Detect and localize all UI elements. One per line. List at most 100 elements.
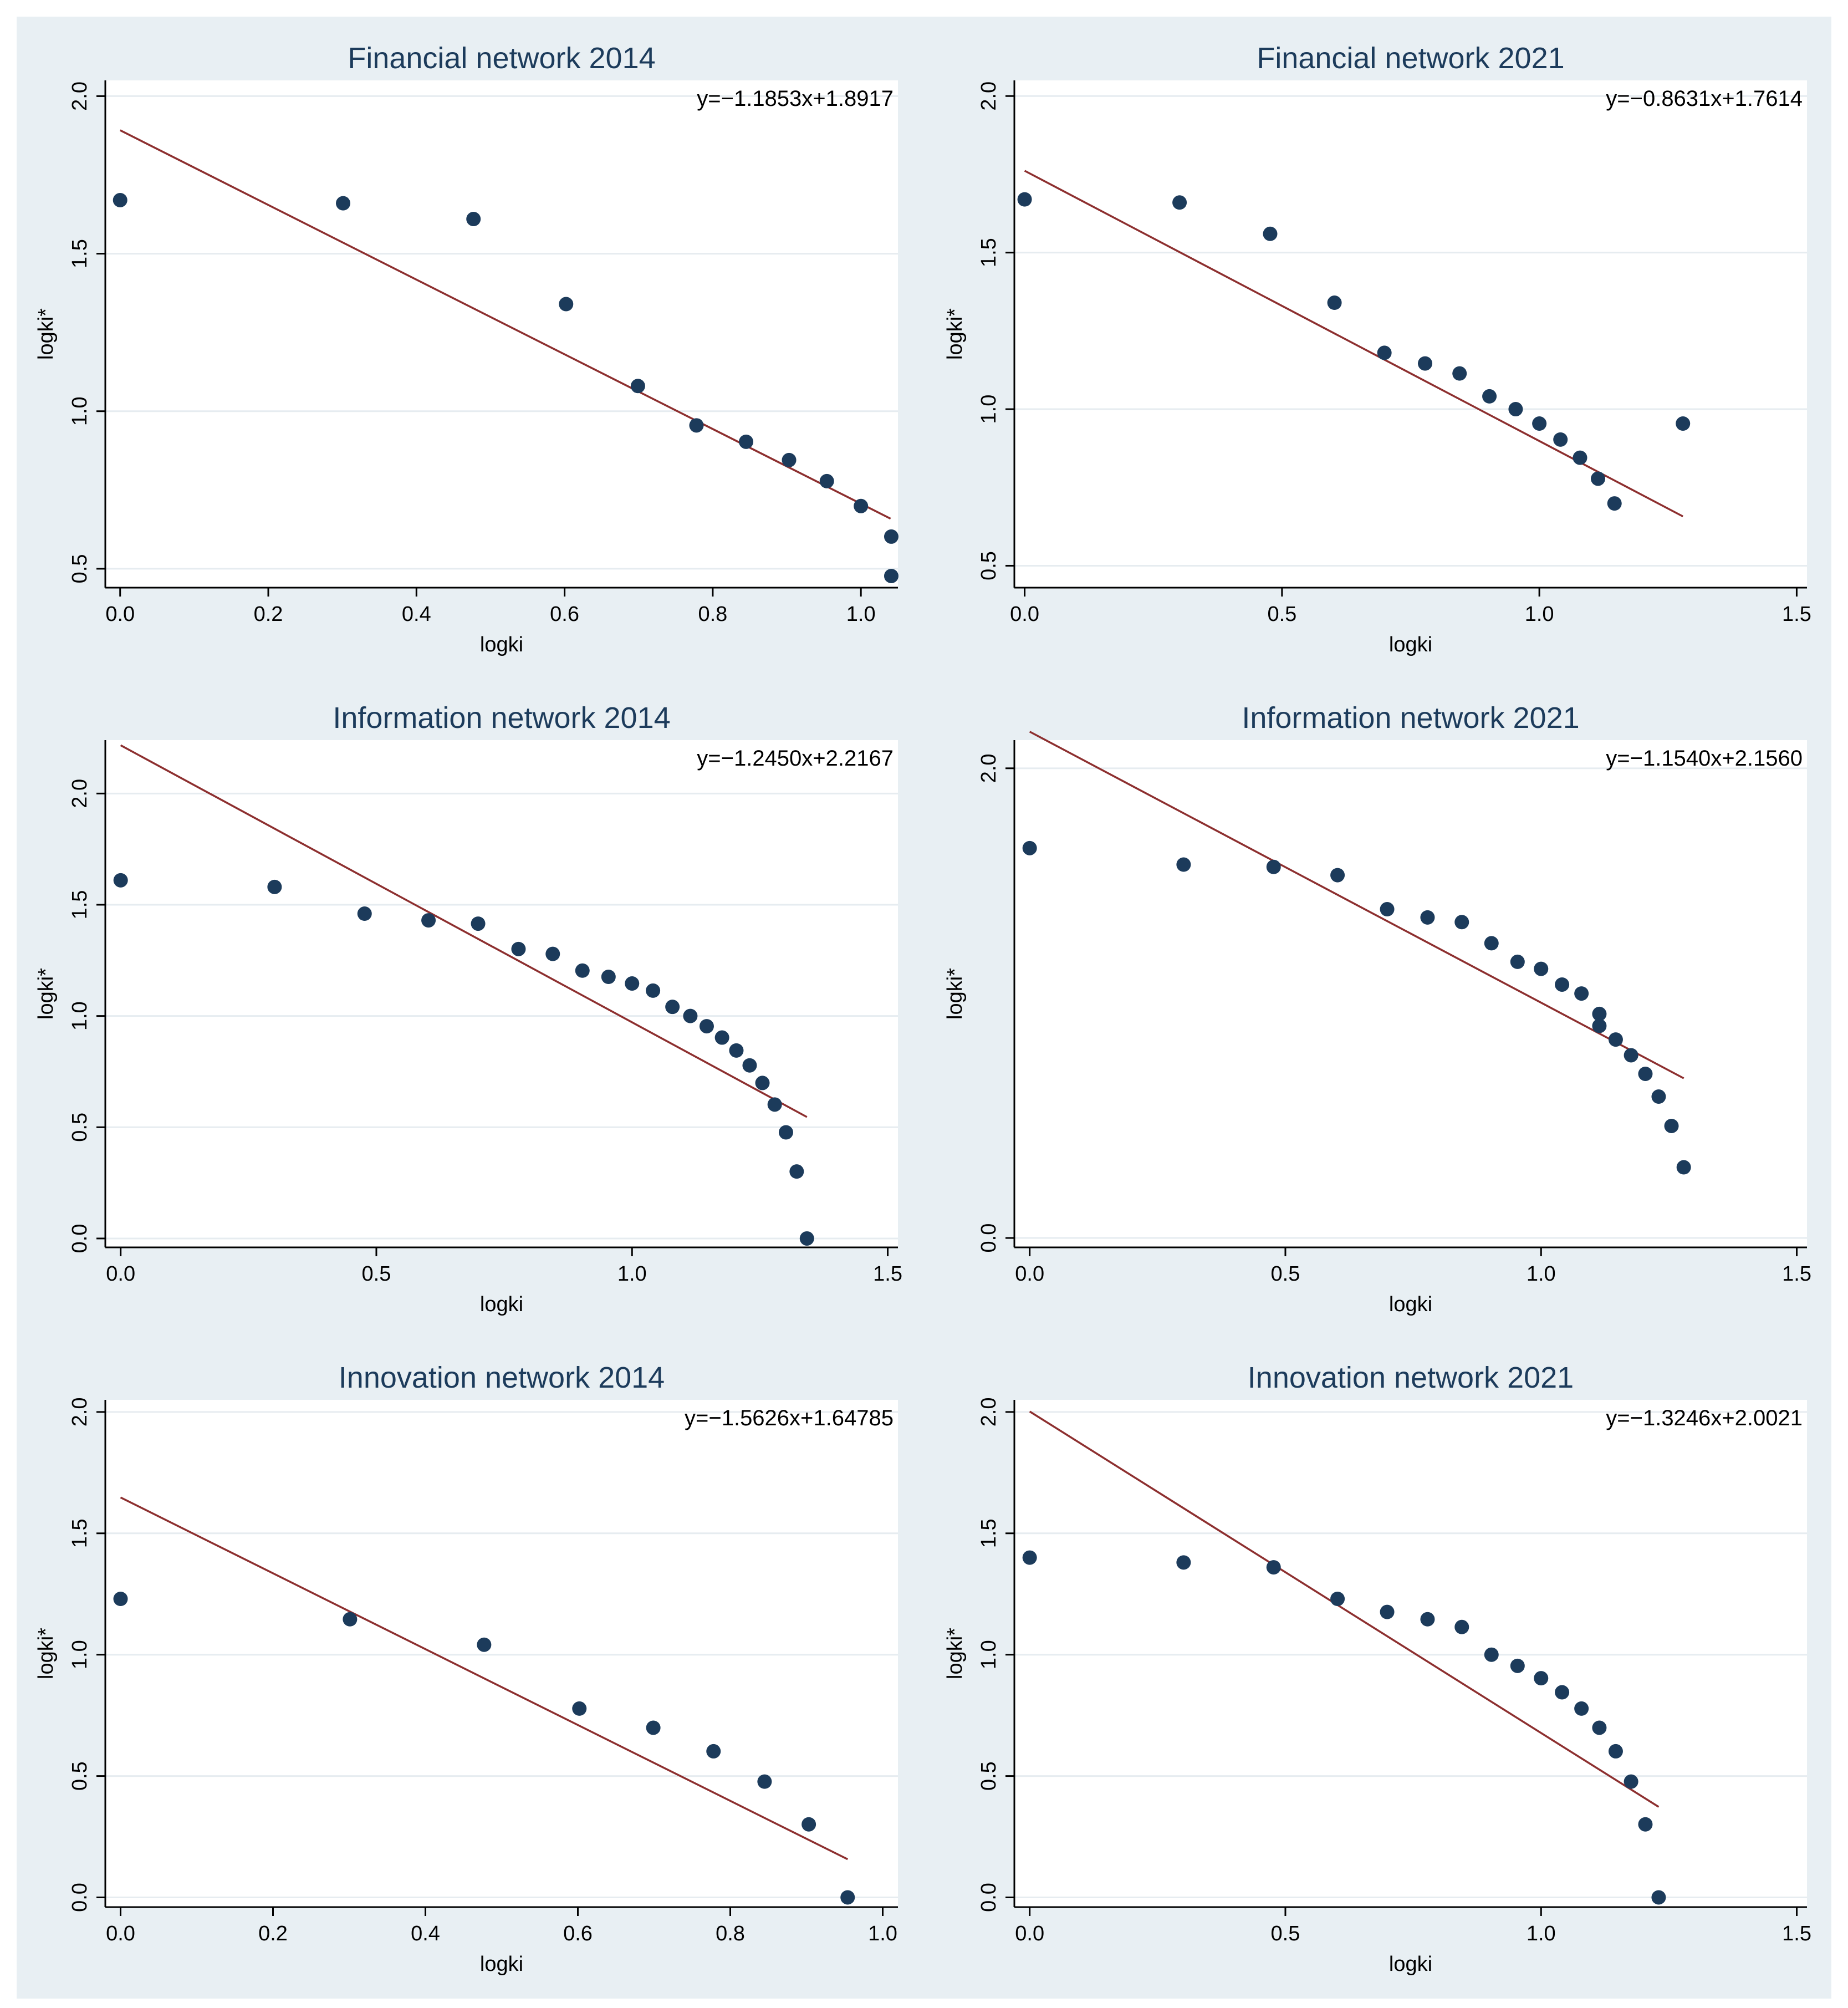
data-point [1624, 1048, 1638, 1063]
data-point [1022, 840, 1037, 855]
data-point [1534, 961, 1549, 976]
data-point [854, 498, 869, 513]
data-point [113, 192, 127, 207]
y-tick-label: 0.5 [68, 554, 91, 583]
chart-panel-2: 0.0 0.5 1.0 1.5 0.5 1.0 1.5 2.0 logki logki* Finan… [943, 42, 1811, 656]
data-point [1017, 192, 1032, 207]
plot-area [105, 740, 898, 1247]
data-point [1380, 902, 1395, 916]
chart-title: Information network 2021 [1242, 701, 1579, 735]
data-point [1664, 1118, 1679, 1133]
data-point [1591, 471, 1605, 486]
y-tick-label: 0.0 [68, 1883, 91, 1912]
data-point [789, 1164, 804, 1179]
x-tick-label: 1.0 [1527, 1262, 1556, 1286]
data-point [1510, 954, 1525, 969]
x-tick-label: 0.0 [106, 1262, 135, 1286]
data-point [699, 1019, 714, 1034]
y-tick-label: 2.0 [977, 1397, 1000, 1426]
x-axis-label: logki [1389, 1953, 1432, 1976]
chart-panel-4: 0.0 0.5 1.0 1.5 0.0 2.0 logki logki* Information… [943, 701, 1811, 1316]
data-point [357, 906, 372, 921]
data-point [714, 1030, 729, 1045]
data-point [840, 1890, 855, 1905]
y-tick-label: 1.0 [68, 396, 91, 426]
y-tick-label: 0.5 [68, 1761, 91, 1791]
data-point [683, 1008, 698, 1023]
data-point [1330, 868, 1345, 883]
y-tick-label: 0.0 [977, 1883, 1000, 1912]
data-point [1327, 295, 1342, 310]
plot-area [105, 80, 898, 588]
data-point [1573, 450, 1587, 465]
plot-area [1014, 740, 1807, 1247]
x-tick-label: 1.5 [1782, 1922, 1811, 1945]
data-point [757, 1774, 772, 1789]
data-point [1607, 496, 1622, 511]
data-point [646, 1720, 661, 1735]
x-axis-label: logki [480, 633, 523, 656]
data-point [1574, 1701, 1589, 1716]
x-axis-label: logki [480, 1293, 523, 1316]
data-point [471, 916, 486, 931]
data-point [1484, 1647, 1499, 1662]
data-point [1176, 1555, 1191, 1570]
y-tick-label: 0.0 [68, 1224, 91, 1253]
data-point [802, 1817, 816, 1832]
x-tick-label: 0.6 [563, 1922, 593, 1945]
data-point [1420, 910, 1435, 925]
data-point [1510, 1658, 1525, 1673]
y-tick-label: 1.5 [68, 239, 91, 268]
data-point [799, 1231, 814, 1246]
y-tick-label: 0.0 [977, 1224, 1000, 1253]
x-tick-label: 0.5 [1271, 1262, 1300, 1286]
data-point [1454, 915, 1469, 930]
data-point [113, 873, 128, 888]
data-point [884, 568, 899, 583]
data-point [1420, 1612, 1435, 1627]
x-tick-label: 0.8 [698, 603, 727, 626]
y-tick-label: 1.5 [977, 238, 1000, 267]
data-point [477, 1637, 492, 1652]
data-point [1608, 1744, 1623, 1759]
data-point [1532, 416, 1547, 431]
y-tick-label: 0.5 [977, 551, 1000, 580]
fit-line [120, 1496, 849, 1861]
y-axis-label: logki* [943, 1628, 967, 1679]
data-point [1176, 857, 1191, 872]
data-point [336, 196, 350, 211]
data-point [559, 297, 574, 312]
data-point [625, 976, 640, 991]
data-point [1266, 1560, 1281, 1575]
y-axis-label: logki* [34, 968, 58, 1020]
data-point [706, 1744, 721, 1759]
chart-title: Innovation network 2021 [1248, 1361, 1574, 1394]
fit-line [119, 129, 891, 520]
data-point [884, 529, 899, 544]
data-point [1651, 1890, 1666, 1905]
y-tick-label: 2.0 [977, 81, 1000, 111]
x-tick-label: 0.0 [1015, 1922, 1044, 1945]
x-tick-label: 1.5 [873, 1262, 902, 1286]
data-point [1330, 1591, 1345, 1606]
plot-area [105, 1400, 898, 1907]
x-tick-label: 1.0 [617, 1262, 647, 1286]
chart-title: Innovation network 2014 [339, 1361, 665, 1394]
data-point [1638, 1066, 1653, 1081]
y-tick-label: 1.0 [68, 1001, 91, 1031]
fit-line [120, 744, 808, 1118]
x-tick-label: 0.0 [105, 603, 135, 626]
regression-equation: y=−1.2450x+2.2167 [697, 746, 894, 771]
x-tick-label: 1.0 [846, 603, 876, 626]
data-point [782, 452, 797, 467]
data-point [1454, 1619, 1469, 1634]
data-point [1172, 195, 1187, 210]
data-point [1380, 1604, 1395, 1619]
data-point [1534, 1671, 1549, 1686]
data-point [1452, 366, 1467, 381]
x-tick-label: 0.4 [402, 603, 431, 626]
x-tick-label: 0.2 [258, 1922, 288, 1945]
x-tick-label: 1.5 [1782, 603, 1811, 626]
x-tick-label: 1.0 [1527, 1922, 1556, 1945]
